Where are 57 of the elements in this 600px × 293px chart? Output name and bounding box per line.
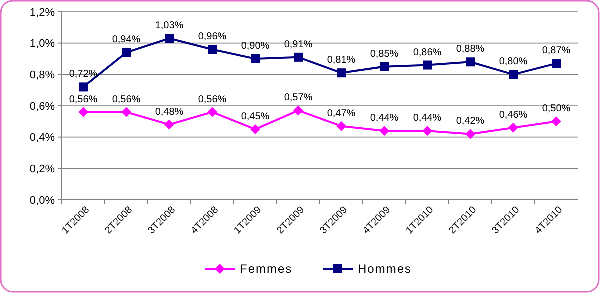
y-tick-label: 0,4%: [30, 132, 56, 144]
y-tick-label: 1,2%: [30, 6, 56, 19]
y-tick-label: 1,0%: [30, 38, 56, 50]
data-label: 0,48%: [155, 106, 184, 118]
data-label: 0,56%: [69, 94, 98, 106]
point: [466, 58, 475, 67]
data-label: 0,56%: [112, 94, 141, 106]
point: [336, 121, 346, 132]
point: [552, 116, 562, 127]
point: [380, 126, 390, 136]
point: [422, 126, 432, 136]
legend-label: Hommes: [358, 262, 412, 276]
data-label: 0,45%: [241, 112, 270, 122]
data-label: 0,90%: [241, 41, 270, 52]
data-label: 0,96%: [198, 32, 227, 43]
data-label: 0,44%: [413, 113, 442, 124]
data-label: 0,88%: [456, 44, 485, 56]
legend-label: Femmes: [240, 262, 293, 276]
point: [337, 68, 346, 78]
data-label: 0,56%: [198, 94, 227, 106]
point: [79, 82, 88, 92]
y-tick-label: 0,6%: [30, 100, 56, 113]
data-label: 0,50%: [542, 104, 571, 115]
data-label: 0,57%: [284, 92, 313, 104]
data-label: 0,46%: [499, 110, 528, 121]
data-label: 0,94%: [112, 34, 141, 46]
y-tick-label: 0,2%: [30, 164, 56, 176]
data-label: 0,91%: [284, 39, 313, 50]
data-label: 0,80%: [499, 56, 528, 68]
point: [251, 54, 260, 64]
point: [294, 106, 304, 116]
point: [552, 59, 561, 68]
data-label: 0,87%: [542, 46, 571, 57]
point: [294, 52, 303, 62]
data-label: 0,44%: [370, 113, 399, 124]
point: [380, 62, 389, 72]
point: [466, 129, 476, 140]
data-label: 0,42%: [456, 116, 485, 128]
point: [208, 107, 218, 118]
point: [164, 120, 174, 130]
point: [165, 34, 174, 44]
point: [78, 107, 88, 118]
y-tick-label: 0,0%: [30, 194, 56, 207]
point: [122, 107, 132, 118]
point: [122, 48, 131, 58]
point: [250, 124, 260, 134]
data-label: 0,86%: [413, 47, 442, 58]
data-label: 0,72%: [69, 69, 98, 80]
point: [423, 60, 432, 70]
point: [509, 70, 518, 80]
point: [208, 45, 217, 54]
data-label: 1,03%: [155, 20, 184, 32]
point: [508, 122, 518, 133]
data-label: 0,47%: [327, 108, 356, 120]
data-label: 0,85%: [370, 48, 399, 60]
y-tick-label: 0,8%: [30, 70, 56, 82]
data-label: 0,81%: [327, 55, 356, 66]
